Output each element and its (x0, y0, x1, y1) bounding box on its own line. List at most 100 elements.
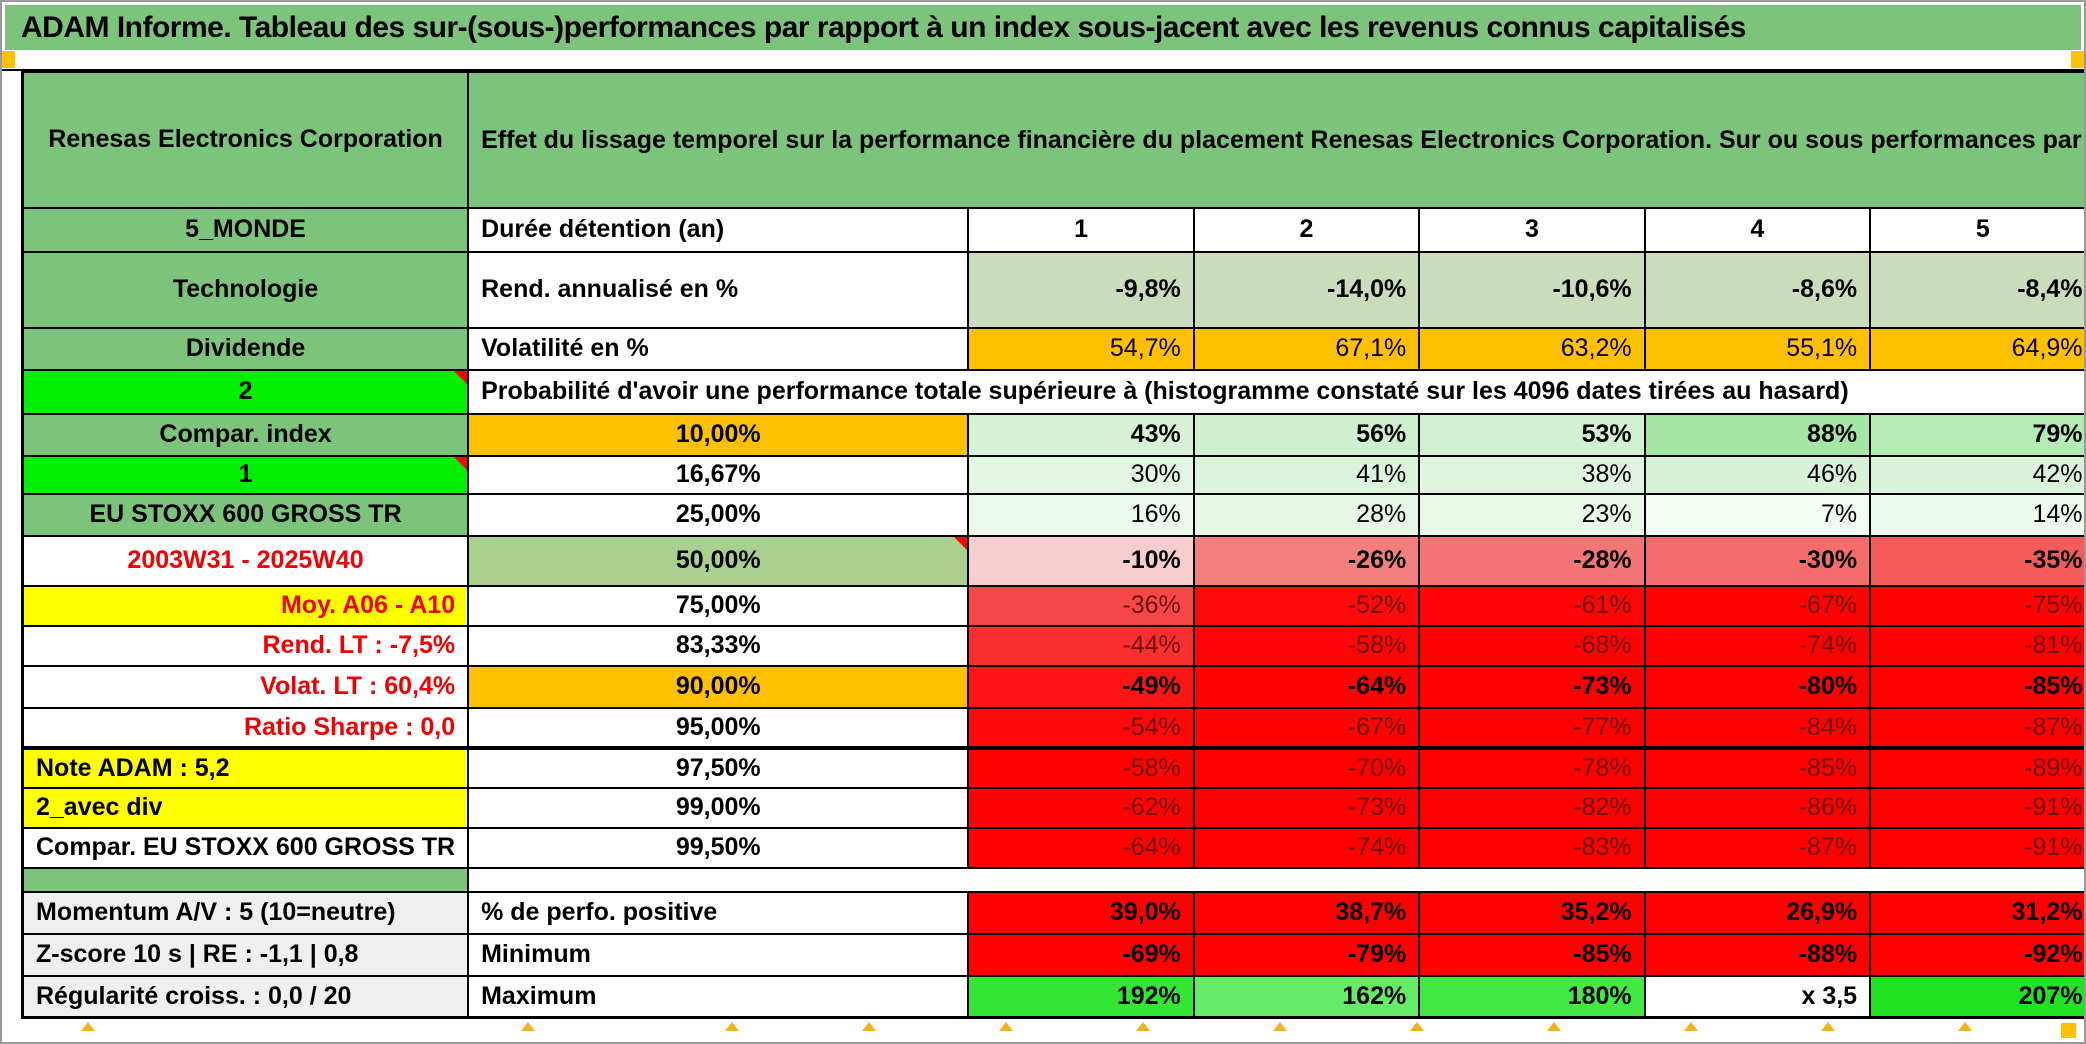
stat-label-perfo-positive[interactable]: % de perfo. positive (467, 890, 970, 935)
value-cell-p995-y4[interactable]: -87% (1643, 826, 1872, 869)
value-cell-p25-y1[interactable]: 16% (967, 492, 1195, 537)
value-cell-p95-y3[interactable]: -77% (1418, 706, 1646, 750)
value-cell-maximum-y5[interactable]: 207% (1869, 974, 2084, 1019)
value-cell-duree-detention-y2[interactable]: 2 (1192, 206, 1421, 253)
row-label-p25[interactable]: EU STOXX 600 GROSS TR (21, 492, 470, 537)
value-cell-p25-y4[interactable]: 7% (1643, 492, 1872, 537)
row-label-perfo-positive[interactable]: Momentum A/V : 5 (10=neutre) (21, 890, 470, 935)
value-cell-perfo-positive-y1[interactable]: 39,0% (967, 890, 1195, 935)
value-cell-p50-y2[interactable]: -26% (1192, 534, 1421, 587)
value-cell-volatilite-y3[interactable]: 63,2% (1418, 326, 1646, 371)
row-label-p975[interactable]: Note ADAM : 5,2 (21, 746, 470, 789)
value-cell-p75-y3[interactable]: -61% (1418, 584, 1646, 627)
value-cell-p95-y2[interactable]: -67% (1192, 706, 1421, 750)
value-cell-p995-y5[interactable]: -91% (1869, 826, 2084, 869)
value-cell-p95-y5[interactable]: -87% (1869, 706, 2084, 750)
value-cell-p1667-y3[interactable]: 38% (1418, 454, 1646, 495)
value-cell-p10-y4[interactable]: 88% (1643, 412, 1872, 457)
value-cell-minimum-y3[interactable]: -85% (1418, 932, 1646, 977)
value-cell-p975-y3[interactable]: -78% (1418, 746, 1646, 789)
value-cell-p25-y3[interactable]: 23% (1418, 492, 1646, 537)
value-cell-p10-y1[interactable]: 43% (967, 412, 1195, 457)
value-cell-volatilite-y2[interactable]: 67,1% (1192, 326, 1421, 371)
value-cell-rend-annualise-y5[interactable]: -8,4% (1869, 250, 2084, 329)
row-label-volatilite[interactable]: Dividende (21, 326, 470, 371)
value-cell-rend-annualise-y3[interactable]: -10,6% (1418, 250, 1646, 329)
value-cell-maximum-y1[interactable]: 192% (967, 974, 1195, 1019)
value-cell-p75-y2[interactable]: -52% (1192, 584, 1421, 627)
row-label-p50[interactable]: 2003W31 - 2025W40 (21, 534, 470, 587)
value-cell-p8333-y3[interactable]: -68% (1418, 624, 1646, 667)
entity-name-cell[interactable]: Renesas Electronics Corporation (21, 70, 470, 209)
row-label-rend-annualise[interactable]: Technologie (21, 250, 470, 329)
value-cell-maximum-y3[interactable]: 180% (1418, 974, 1646, 1019)
stat-label-volatilite[interactable]: Volatilité en % (467, 326, 970, 371)
value-cell-minimum-y2[interactable]: -79% (1192, 932, 1421, 977)
value-cell-p1667-y1[interactable]: 30% (967, 454, 1195, 495)
row-label-probabilite[interactable]: 2 (21, 368, 470, 415)
value-cell-minimum-y4[interactable]: -88% (1643, 932, 1872, 977)
value-cell-duree-detention-y5[interactable]: 5 (1869, 206, 2084, 253)
value-cell-duree-detention-y4[interactable]: 4 (1643, 206, 1872, 253)
value-cell-p90-y2[interactable]: -64% (1192, 664, 1421, 709)
value-cell-p50-y3[interactable]: -28% (1418, 534, 1646, 587)
value-cell-p99-y2[interactable]: -73% (1192, 786, 1421, 829)
value-cell-p1667-y2[interactable]: 41% (1192, 454, 1421, 495)
stat-label-p75[interactable]: 75,00% (467, 584, 970, 627)
value-cell-volatilite-y5[interactable]: 64,9% (1869, 326, 2084, 371)
value-cell-p25-y5[interactable]: 14% (1869, 492, 2084, 537)
value-cell-p975-y1[interactable]: -58% (967, 746, 1195, 789)
value-cell-p1667-y5[interactable]: 42% (1869, 454, 2084, 495)
value-cell-p10-y3[interactable]: 53% (1418, 412, 1646, 457)
stat-label-p975[interactable]: 97,50% (467, 746, 970, 789)
value-cell-p90-y5[interactable]: -85% (1869, 664, 2084, 709)
value-cell-p99-y1[interactable]: -62% (967, 786, 1195, 829)
value-cell-p1667-y4[interactable]: 46% (1643, 454, 1872, 495)
value-cell-p10-y5[interactable]: 79% (1869, 412, 2084, 457)
stat-label-p95[interactable]: 95,00% (467, 706, 970, 750)
stat-label-maximum[interactable]: Maximum (467, 974, 970, 1019)
row-label-p995[interactable]: Compar. EU STOXX 600 GROSS TR (21, 826, 470, 869)
value-cell-p75-y4[interactable]: -67% (1643, 584, 1872, 627)
value-cell-p995-y2[interactable]: -74% (1192, 826, 1421, 869)
value-cell-p75-y5[interactable]: -75% (1869, 584, 2084, 627)
row-label-p10[interactable]: Compar. index (21, 412, 470, 457)
value-cell-rend-annualise-y1[interactable]: -9,8% (967, 250, 1195, 329)
value-cell-duree-detention-y3[interactable]: 3 (1418, 206, 1646, 253)
row-label-duree-detention[interactable]: 5_MONDE (21, 206, 470, 253)
stat-label-p1667[interactable]: 16,67% (467, 454, 970, 495)
stat-label-minimum[interactable]: Minimum (467, 932, 970, 977)
stat-label-rend-annualise[interactable]: Rend. annualisé en % (467, 250, 970, 329)
value-cell-p8333-y4[interactable]: -74% (1643, 624, 1872, 667)
value-cell-p99-y3[interactable]: -82% (1418, 786, 1646, 829)
row-label-p90[interactable]: Volat. LT : 60,4% (21, 664, 470, 709)
row-label-p8333[interactable]: Rend. LT : -7,5% (21, 624, 470, 667)
report-description-cell[interactable]: Effet du lissage temporel sur la perform… (467, 70, 2084, 209)
value-cell-p10-y2[interactable]: 56% (1192, 412, 1421, 457)
value-cell-p95-y4[interactable]: -84% (1643, 706, 1872, 750)
merged-label-probabilite[interactable]: Probabilité d'avoir une performance tota… (467, 368, 2084, 415)
row-label-p95[interactable]: Ratio Sharpe : 0,0 (21, 706, 470, 750)
value-cell-p8333-y1[interactable]: -44% (967, 624, 1195, 667)
value-cell-p975-y5[interactable]: -89% (1869, 746, 2084, 789)
stat-label-p25[interactable]: 25,00% (467, 492, 970, 537)
stat-label-p99[interactable]: 99,00% (467, 786, 970, 829)
value-cell-volatilite-y4[interactable]: 55,1% (1643, 326, 1872, 371)
value-cell-p50-y4[interactable]: -30% (1643, 534, 1872, 587)
value-cell-perfo-positive-y2[interactable]: 38,7% (1192, 890, 1421, 935)
row-label-p99[interactable]: 2_avec div (21, 786, 470, 829)
value-cell-p50-y1[interactable]: -10% (967, 534, 1195, 587)
value-cell-p90-y3[interactable]: -73% (1418, 664, 1646, 709)
row-label-maximum[interactable]: Régularité croiss. : 0,0 / 20 (21, 974, 470, 1019)
value-cell-minimum-y5[interactable]: -92% (1869, 932, 2084, 977)
value-cell-volatilite-y1[interactable]: 54,7% (967, 326, 1195, 371)
value-cell-p75-y1[interactable]: -36% (967, 584, 1195, 627)
value-cell-perfo-positive-y3[interactable]: 35,2% (1418, 890, 1646, 935)
value-cell-p995-y1[interactable]: -64% (967, 826, 1195, 869)
stat-label-p995[interactable]: 99,50% (467, 826, 970, 869)
value-cell-p90-y4[interactable]: -80% (1643, 664, 1872, 709)
value-cell-rend-annualise-y4[interactable]: -8,6% (1643, 250, 1872, 329)
value-cell-minimum-y1[interactable]: -69% (967, 932, 1195, 977)
value-cell-p8333-y2[interactable]: -58% (1192, 624, 1421, 667)
value-cell-p95-y1[interactable]: -54% (967, 706, 1195, 750)
